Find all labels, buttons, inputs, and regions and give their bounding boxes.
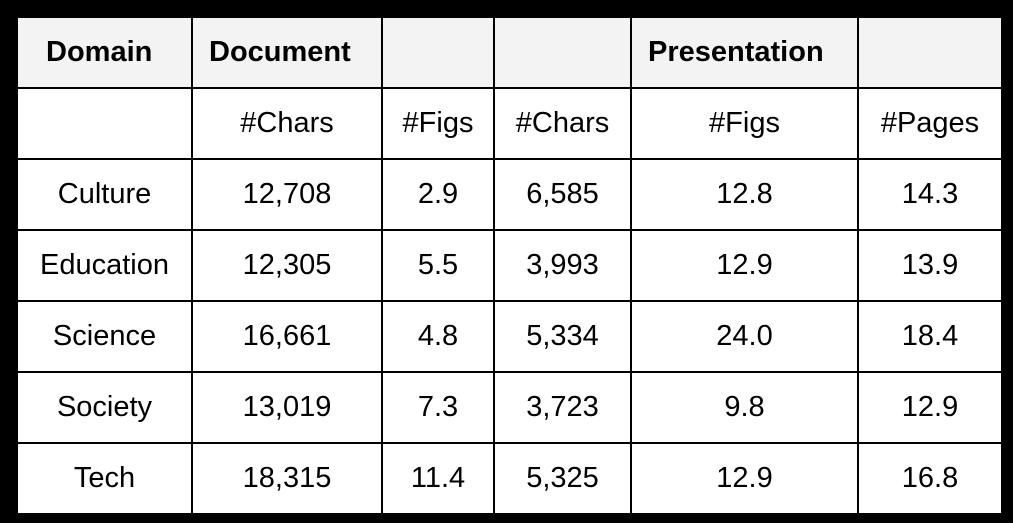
table-cell: 12,305 [193,231,381,300]
table-cell: 2.9 [383,160,493,229]
header-row: Domain Document Presentation [18,18,1001,87]
table-cell: 4.8 [383,302,493,371]
domain-statistics-table: Domain Document Presentation #Chars #Fig… [16,16,1003,515]
subheader-cell-chars: #Chars [193,89,381,158]
header-cell-presentation: Presentation [632,18,857,87]
table-cell: 16.8 [859,444,1001,513]
table-cell: 24.0 [632,302,857,371]
table-row: Science 16,661 4.8 5,334 24.0 18.4 [18,302,1001,371]
table-cell: 14.3 [859,160,1001,229]
table-cell: 13,019 [193,373,381,442]
header-cell-empty [383,18,493,87]
table-cell: 6,585 [495,160,630,229]
table-cell: 12.8 [632,160,857,229]
table-cell: 5,334 [495,302,630,371]
subheader-cell-figs: #Figs [383,89,493,158]
table-cell: 7.3 [383,373,493,442]
subheader-cell-figs: #Figs [632,89,857,158]
table-container: Domain Document Presentation #Chars #Fig… [16,16,1003,515]
header-cell-empty [495,18,630,87]
table-cell: 9.8 [632,373,857,442]
table-cell: 12,708 [193,160,381,229]
header-cell-domain: Domain [18,18,191,87]
subheader-cell-pages: #Pages [859,89,1001,158]
table-cell: 5.5 [383,231,493,300]
table-cell: 5,325 [495,444,630,513]
header-cell-document: Document [193,18,381,87]
subheader-cell-chars: #Chars [495,89,630,158]
table-cell: 12.9 [632,231,857,300]
domain-cell: Society [18,373,191,442]
table-row: Education 12,305 5.5 3,993 12.9 13.9 [18,231,1001,300]
table-row: Tech 18,315 11.4 5,325 12.9 16.8 [18,444,1001,513]
table-cell: 18,315 [193,444,381,513]
domain-cell: Tech [18,444,191,513]
subheader-cell [18,89,191,158]
header-cell-empty [859,18,1001,87]
table-cell: 3,723 [495,373,630,442]
table-row: Culture 12,708 2.9 6,585 12.8 14.3 [18,160,1001,229]
table-cell: 12.9 [859,373,1001,442]
table-cell: 3,993 [495,231,630,300]
domain-cell: Culture [18,160,191,229]
table-cell: 13.9 [859,231,1001,300]
subheader-row: #Chars #Figs #Chars #Figs #Pages [18,89,1001,158]
table-cell: 11.4 [383,444,493,513]
table-cell: 12.9 [632,444,857,513]
domain-cell: Science [18,302,191,371]
table-cell: 18.4 [859,302,1001,371]
domain-cell: Education [18,231,191,300]
table-row: Society 13,019 7.3 3,723 9.8 12.9 [18,373,1001,442]
table-cell: 16,661 [193,302,381,371]
